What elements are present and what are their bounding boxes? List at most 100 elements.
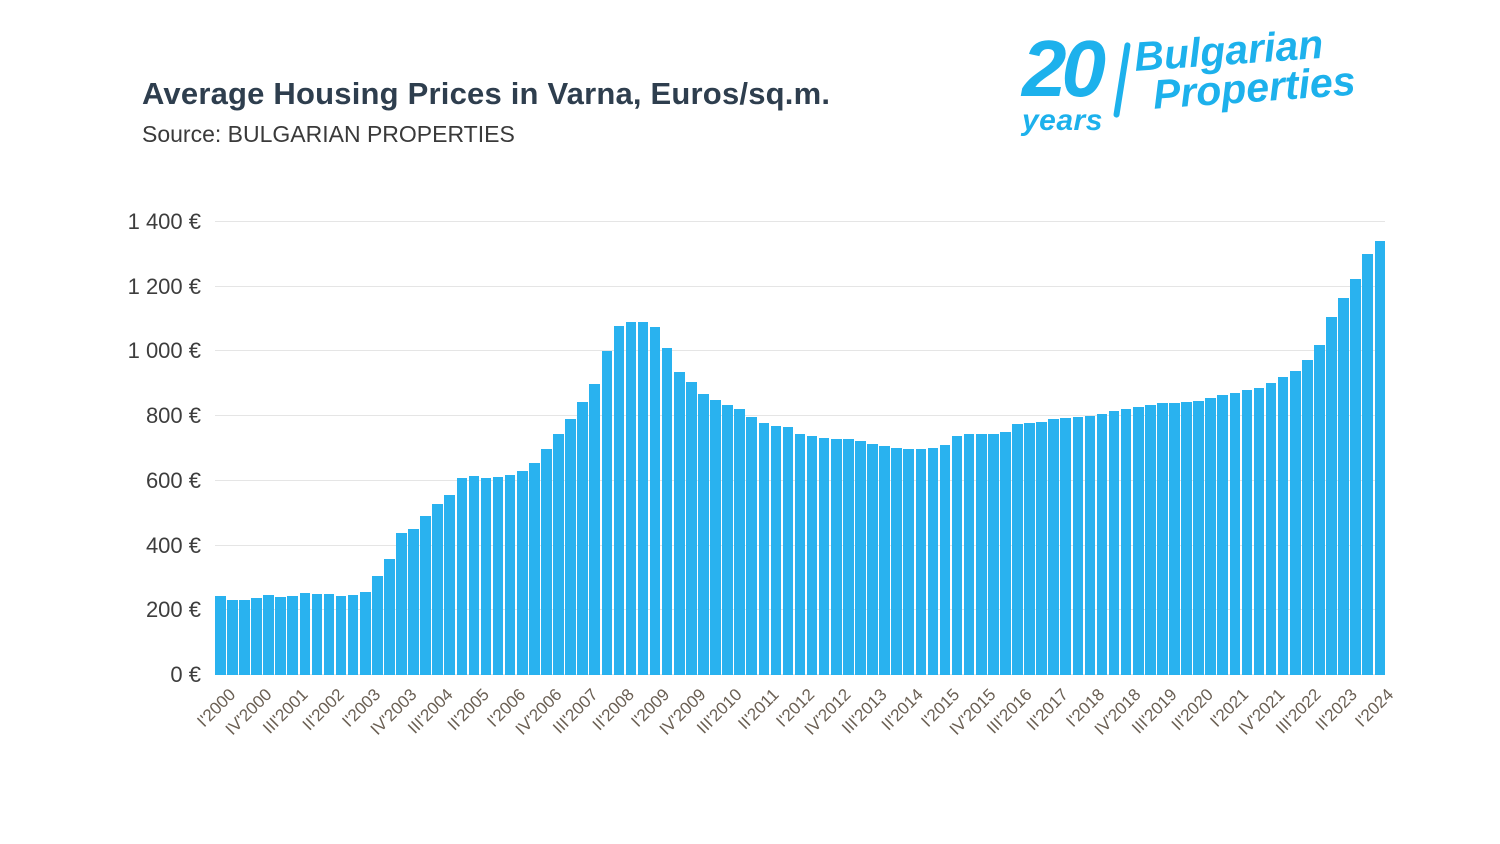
gridline — [215, 350, 1385, 352]
bar-II'2004 — [420, 516, 431, 675]
bar-IV'2011 — [782, 427, 794, 675]
bar-IV'2005 — [492, 476, 504, 675]
bar-I'2001 — [263, 594, 274, 675]
bar-I'2002 — [311, 594, 323, 675]
bar-IV'2004 — [444, 495, 456, 675]
gridline — [215, 415, 1385, 417]
y-axis-tick-label: 800 € — [145, 403, 201, 429]
bar-II'2002 — [323, 594, 335, 675]
bar-III'2012 — [818, 437, 830, 675]
bar-II'2013 — [855, 441, 866, 675]
logo-wordmark: Bulgarian Properties — [1133, 21, 1357, 118]
bar-I'2010 — [698, 394, 709, 675]
bar-II'2019 — [1145, 404, 1156, 675]
y-axis-tick-label: 1 400 € — [127, 209, 201, 234]
bar-II'2016 — [1000, 432, 1011, 675]
bar-II'2007 — [565, 419, 576, 675]
y-axis-tick-label: 0 € — [170, 662, 201, 687]
bar-I'2011 — [746, 416, 758, 675]
bar-III'2021 — [1253, 388, 1265, 675]
bar-II'2008 — [613, 325, 625, 675]
bar-IV'2006 — [541, 448, 552, 675]
bar-I'2000 — [215, 595, 226, 675]
bar-II'2011 — [758, 422, 770, 675]
bar-III'2009 — [673, 372, 685, 675]
gridline — [215, 221, 1385, 222]
bar-IV'2013 — [879, 445, 890, 675]
bar-IV'2001 — [299, 593, 311, 675]
y-axis-tick-label: 200 € — [145, 597, 201, 623]
source-note: Source: BULGARIAN PROPERTIES — [142, 121, 515, 147]
bar-I'2004 — [408, 529, 419, 675]
bar-III'2020 — [1205, 398, 1216, 675]
bar-II'2022 — [1289, 370, 1301, 675]
bar-III'2004 — [432, 503, 443, 675]
bar-I'2009 — [649, 327, 661, 675]
bar-III'2022 — [1302, 359, 1313, 675]
bar-III'2013 — [867, 443, 878, 675]
bar-II'2000 — [227, 599, 238, 675]
bar-II'2009 — [661, 348, 673, 675]
bar-I'2022 — [1277, 377, 1289, 675]
bar-IV'2019 — [1169, 402, 1180, 675]
bar-III'2018 — [1108, 411, 1120, 675]
bar-II'2015 — [951, 435, 963, 675]
y-axis-tick-label: 1 200 € — [127, 273, 201, 299]
bar-I'2003 — [359, 591, 371, 675]
logo-20-number: 20 — [1022, 24, 1106, 113]
y-axis-tick-label: 1 000 € — [127, 338, 201, 364]
bar-III'2016 — [1012, 424, 1023, 675]
bar-IV'2000 — [251, 598, 262, 675]
bar-IV'2012 — [830, 438, 842, 675]
bar-III'2019 — [1157, 403, 1168, 675]
page-title: Average Housing Prices in Varna, Euros/s… — [142, 75, 831, 111]
bar-II'2010 — [710, 399, 721, 675]
bar-III'2000 — [239, 599, 250, 675]
bar-I'2017 — [1036, 421, 1047, 675]
bar-IV'2007 — [589, 383, 600, 675]
bar-II'2023 — [1338, 298, 1349, 675]
bar-I'2024 — [1374, 241, 1386, 675]
bar-IV'2022 — [1314, 344, 1325, 675]
bar-IV'2020 — [1217, 394, 1229, 675]
housing-prices-bar-chart: 0 € 200 € 400 € 600 € 800 € 1 000 € 1 200 € 1 4… — [127, 209, 1398, 739]
bar-IV'2023 — [1362, 254, 1373, 675]
bar-I'2021 — [1229, 392, 1241, 675]
bar-IV'2010 — [734, 409, 745, 675]
bar-I'2019 — [1132, 407, 1144, 675]
bulgarian-properties-logo: 20 years Bulgarian Properties — [1022, 21, 1357, 138]
bar-IV'2009 — [686, 382, 697, 675]
bar-I'2015 — [939, 444, 951, 675]
bar-IV'2018 — [1120, 409, 1132, 675]
bar-II'2005 — [468, 476, 480, 675]
bar-III'2010 — [722, 405, 733, 675]
bar-IV'2015 — [975, 433, 987, 675]
bar-I'2023 — [1326, 317, 1337, 675]
bar-III'2017 — [1060, 418, 1072, 675]
bar-III'2006 — [529, 463, 540, 675]
bar-III'2008 — [625, 322, 637, 675]
bar-I'2005 — [456, 478, 468, 675]
bar-IV'2021 — [1265, 383, 1277, 675]
bar-I'2013 — [843, 439, 854, 675]
bar-I'2018 — [1084, 416, 1096, 675]
logo-20-years: 20 years — [1022, 24, 1106, 138]
bar-IV'2002 — [347, 595, 359, 675]
bar-III'2014 — [915, 449, 927, 675]
bar-II'2001 — [275, 597, 286, 675]
bar-III'2007 — [577, 401, 588, 675]
bar-I'2020 — [1181, 401, 1192, 675]
bar-IV'2003 — [396, 532, 407, 675]
bar-series — [215, 222, 1386, 675]
y-axis-tick-label: 400 € — [145, 532, 201, 558]
bar-I'2007 — [553, 433, 564, 675]
bar-II'2021 — [1241, 390, 1253, 675]
bar-II'2006 — [516, 470, 528, 675]
bar-II'2020 — [1193, 401, 1204, 675]
bar-III'2015 — [963, 434, 975, 675]
gridline — [215, 285, 1385, 287]
bar-III'2002 — [335, 596, 347, 675]
bar-III'2001 — [287, 596, 299, 675]
bar-IV'2016 — [1024, 422, 1035, 675]
